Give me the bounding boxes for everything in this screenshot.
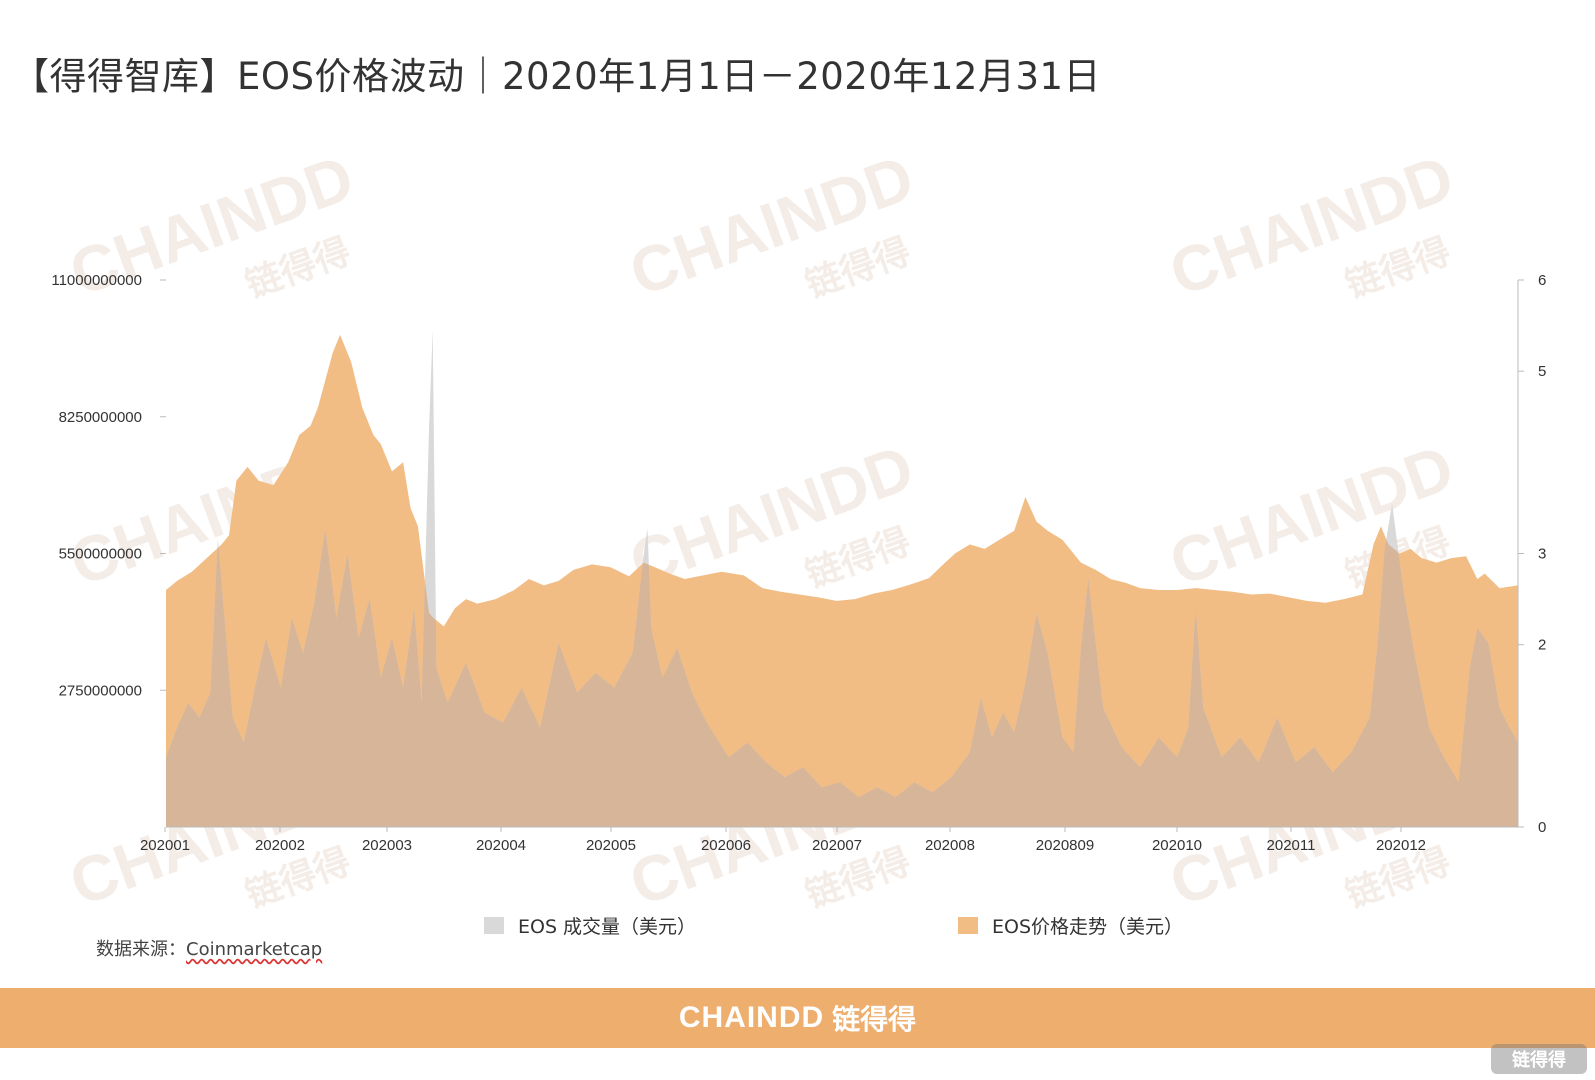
x-tick-label: 202005 — [586, 837, 636, 854]
x-tick-label: 202010 — [1152, 837, 1202, 854]
x-tick-label: 202002 — [255, 837, 305, 854]
y-right-tick-label: 6 — [1538, 272, 1546, 289]
x-tick-label: 2020809 — [1036, 837, 1094, 854]
x-tick-label: 202003 — [362, 837, 412, 854]
watermark-latin: CHAINDD — [621, 141, 923, 310]
volume-price-overlap — [166, 334, 1518, 827]
legend-label-volume: EOS 成交量（美元） — [518, 916, 697, 938]
y-right-tick-label: 0 — [1538, 819, 1546, 836]
y-right-tick-label: 3 — [1538, 546, 1546, 563]
y-left-tick-label: 8250000000 — [59, 409, 142, 426]
y-left-tick-label: 11000000000 — [51, 272, 142, 289]
legend-swatch-volume — [484, 917, 504, 934]
x-tick-label: 202011 — [1267, 837, 1316, 854]
x-tick-label: 202007 — [812, 837, 862, 854]
chart-areas — [166, 329, 1518, 827]
footer-brand-cn: 链得得 — [832, 1003, 917, 1036]
corner-logo-badge: 链得得 — [1491, 1044, 1587, 1074]
legend-item-volume: EOS 成交量（美元） — [484, 912, 696, 939]
x-tick-label: 202001 — [140, 837, 190, 854]
corner-logo-text: 链得得 — [1512, 1050, 1566, 1071]
source-label: 数据来源： — [96, 939, 186, 960]
footer-banner: CHAINDD 链得得 — [0, 988, 1595, 1048]
footer-brand: CHAINDD — [678, 1001, 825, 1034]
x-tick-label: 202006 — [701, 837, 751, 854]
page-title: 【得得智库】EOS价格波动｜2020年1月1日－2020年12月31日 — [12, 55, 1102, 98]
watermark-latin: CHAINDD — [1161, 141, 1463, 310]
y-left-tick-label: 2750000000 — [59, 682, 142, 699]
data-source: 数据来源：Coinmarketcap — [96, 935, 322, 961]
x-tick-label: 202012 — [1376, 837, 1426, 854]
chart-axes: 11000000000 8250000000 5500000000 275000000… — [51, 272, 1546, 854]
source-link[interactable]: Coinmarketcap — [186, 939, 323, 960]
y-right-tick-label: 5 — [1538, 363, 1546, 380]
legend-label-price: EOS价格走势（美元） — [992, 916, 1184, 938]
y-left-tick-label: 5500000000 — [59, 546, 142, 563]
legend-swatch-price — [958, 917, 978, 934]
legend-item-price: EOS价格走势（美元） — [958, 912, 1183, 939]
y-right-tick-label: 2 — [1538, 637, 1546, 654]
price-area — [166, 334, 1518, 827]
x-tick-label: 202004 — [476, 837, 526, 854]
x-tick-label: 202008 — [925, 837, 975, 854]
